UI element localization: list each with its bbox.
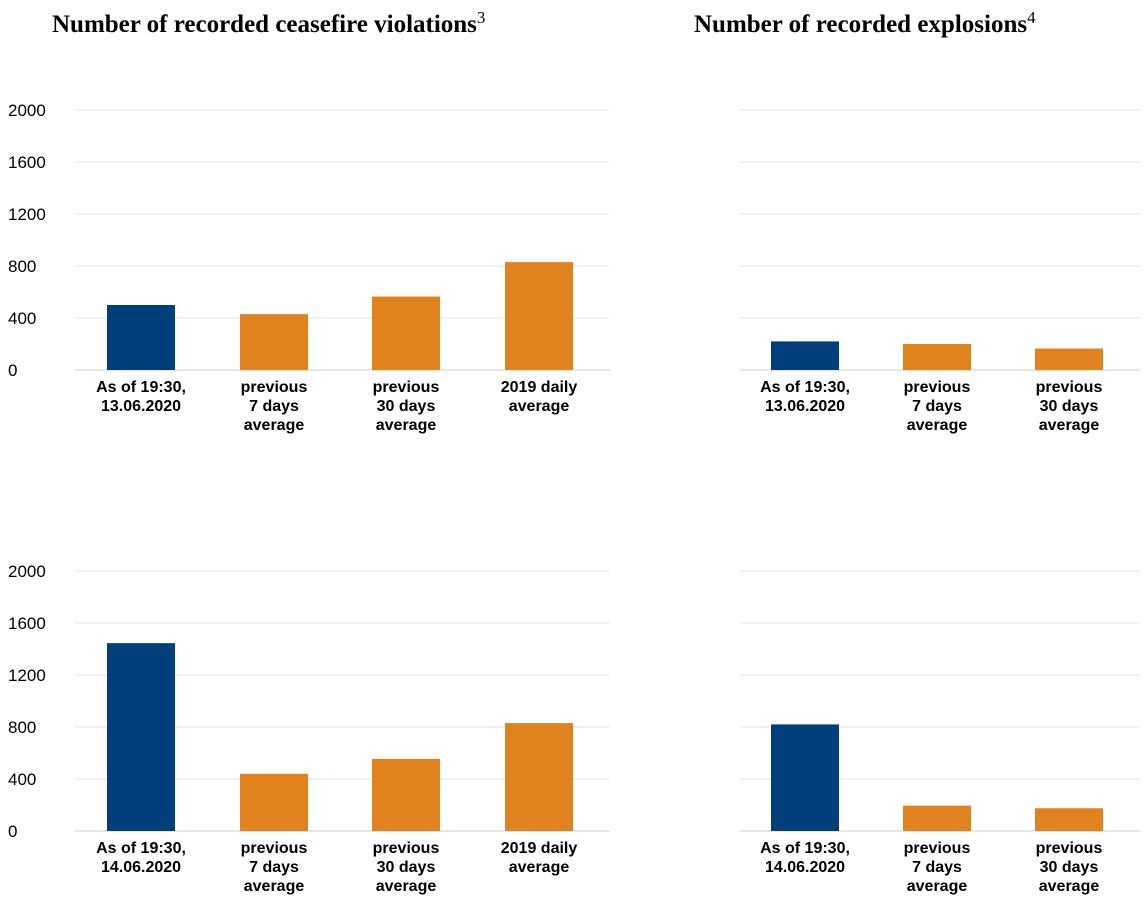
x-tick-label: As of 19:30, 13.06.2020 [760, 379, 850, 415]
bar [107, 643, 175, 831]
x-tick-label: As of 19:30, 14.06.2020 [760, 840, 850, 876]
bar [903, 344, 971, 370]
x-tick-label: previous 7 days average [241, 379, 308, 434]
y-tick-label: 1600 [8, 614, 46, 633]
title-text: Number of recorded explosions [694, 11, 1028, 38]
bar [771, 341, 839, 370]
x-tick-label: previous 7 days average [241, 840, 308, 895]
bar [240, 773, 308, 831]
y-tick-label: 2000 [8, 562, 46, 581]
x-tick-label: previous 30 days average [1036, 840, 1103, 895]
bar [771, 724, 839, 831]
x-tick-label: As of 19:30, 13.06.2020 [96, 379, 186, 415]
y-tick-label: 400 [8, 309, 36, 328]
bar [1035, 348, 1103, 370]
footnote-marker: 4 [1027, 8, 1036, 27]
bar [240, 314, 308, 370]
x-tick-label: previous 30 days average [1036, 379, 1103, 434]
y-tick-label: 0 [8, 361, 17, 380]
y-tick-label: 1200 [8, 205, 46, 224]
chart-title-explosions: Number of recorded explosions4 [694, 8, 1036, 39]
x-tick-label: previous 30 days average [373, 379, 440, 434]
bar [505, 723, 573, 831]
y-tick-label: 2000 [8, 101, 46, 120]
bar [903, 805, 971, 831]
y-tick-label: 800 [8, 257, 36, 276]
footnote-marker: 3 [476, 8, 486, 27]
chart-title-ceasefire-violations: Number of recorded ceasefire violations3 [52, 8, 485, 39]
x-tick-label: 2019 daily average [501, 840, 578, 876]
bar [372, 296, 440, 370]
bar [107, 305, 175, 370]
x-tick-label: previous 30 days average [373, 840, 440, 895]
bar [1035, 808, 1103, 831]
x-tick-label: As of 19:30, 14.06.2020 [96, 840, 186, 876]
y-tick-label: 0 [8, 822, 17, 841]
bar [372, 758, 440, 831]
x-tick-label: previous 7 days average [904, 840, 971, 895]
x-tick-label: previous 7 days average [904, 379, 971, 434]
y-tick-label: 800 [8, 718, 36, 737]
y-tick-label: 1600 [8, 153, 46, 172]
bar [505, 262, 573, 370]
y-tick-label: 400 [8, 770, 36, 789]
y-tick-label: 1200 [8, 666, 46, 685]
x-tick-label: 2019 daily average [501, 379, 578, 415]
title-text: Number of recorded ceasefire violations [52, 11, 477, 38]
